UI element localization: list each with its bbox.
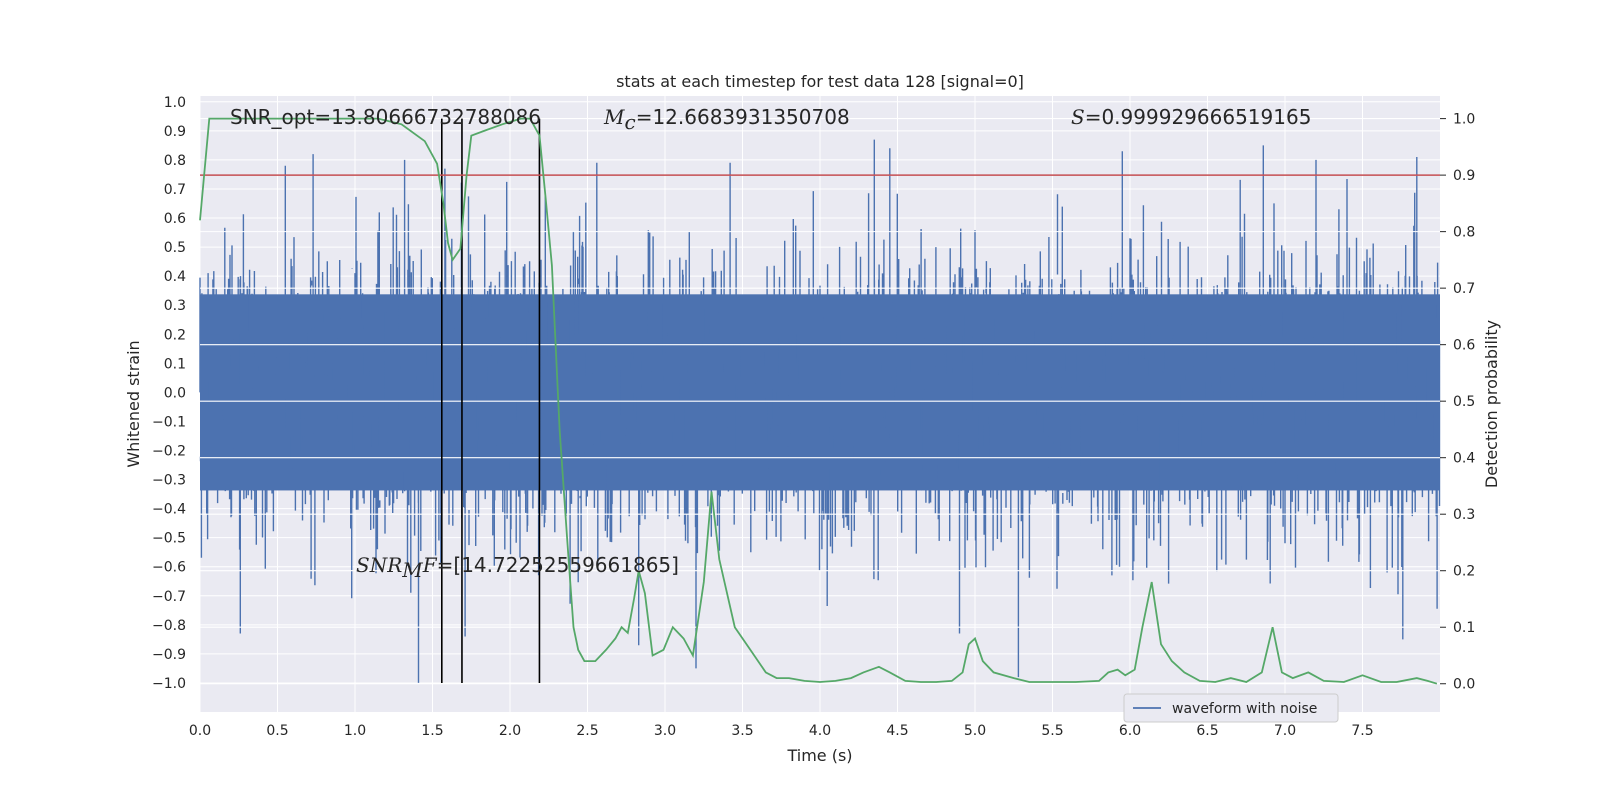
y-right-tick-labels: 1.0 0.9 0.8 0.7 0.6 0.5 0.4 0.3 0.2 0.1 0.0 — [1440, 112, 1475, 693]
x-tick-label: 1.0 — [344, 723, 366, 739]
y-right-tick-label: 0.6 — [1453, 338, 1475, 354]
x-tick-label: 4.5 — [886, 723, 908, 739]
y-tick-label: −0.2 — [152, 443, 186, 459]
y-tick-label: −0.5 — [152, 531, 186, 547]
y-tick-label: 1.0 — [164, 95, 186, 111]
y-tick-label: 0.9 — [164, 124, 186, 140]
annotation-snr-mf: SNRMF=[14.72252559661865] — [356, 553, 679, 582]
y-tick-label: −0.8 — [152, 618, 186, 634]
y-right-tick-label: 0.9 — [1453, 168, 1475, 184]
x-tick-label: 6.0 — [1119, 723, 1141, 739]
y-tick-label: 0.6 — [164, 211, 186, 227]
y-tick-label: 0.8 — [164, 153, 186, 169]
annotation-overlap: S=0.999929666519165 — [1071, 105, 1311, 129]
chirp-mass-symbol: M — [603, 105, 625, 129]
overlap-symbol: S — [1071, 105, 1085, 129]
legend: waveform with noise — [1123, 693, 1339, 723]
y-axis-label-right: Detection probability — [1482, 320, 1501, 488]
x-tick-label: 0.5 — [266, 723, 288, 739]
annotation-snr-opt: SNR_opt=13.80666732788086 — [230, 105, 541, 129]
snr-mf-value: =[14.72252559661865] — [437, 553, 679, 577]
legend-label: waveform with noise — [1172, 701, 1317, 717]
x-tick-label: 3.5 — [731, 723, 753, 739]
vertical-markers — [440, 118, 541, 683]
x-tick-label: 7.5 — [1351, 723, 1373, 739]
y-tick-label: 0.2 — [164, 327, 186, 343]
legend-box — [1123, 693, 1339, 723]
x-tick-label: 0.0 — [189, 723, 211, 739]
y-right-tick-label: 0.4 — [1453, 451, 1475, 467]
chirp-mass-value: =12.6683931350708 — [636, 105, 850, 129]
y-tick-label: −0.7 — [152, 589, 186, 605]
chart-title: stats at each timestep for test data 128… — [616, 72, 1024, 91]
x-tick-label: 6.5 — [1196, 723, 1218, 739]
y-tick-label: 0.0 — [164, 385, 186, 401]
x-tick-labels: 0.0 0.5 1.0 1.5 2.0 2.5 3.0 3.5 4.0 4.5 5.0 5.5 6.0 6… — [189, 723, 1374, 739]
x-tick-label: 5.0 — [964, 723, 986, 739]
overlap-value: =0.999929666519165 — [1085, 105, 1312, 129]
y-right-tick-label: 0.3 — [1453, 507, 1475, 523]
y-right-tick-label: 0.7 — [1453, 281, 1475, 297]
y-right-tick-label: 1.0 — [1453, 112, 1475, 128]
y-right-tick-label: 0.2 — [1453, 564, 1475, 580]
x-tick-label: 4.0 — [809, 723, 831, 739]
x-tick-label: 7.0 — [1274, 723, 1296, 739]
y-axis-label: Whitened strain — [124, 340, 143, 467]
y-tick-label: 0.3 — [164, 298, 186, 314]
x-tick-label: 1.5 — [421, 723, 443, 739]
y-right-tick-label: 0.5 — [1453, 394, 1475, 410]
x-tick-label: 2.5 — [576, 723, 598, 739]
snr-mf-subscript: M — [401, 558, 423, 582]
annotation-chirp-mass: Mc=12.6683931350708 — [603, 105, 850, 134]
y-right-tick-label: 0.8 — [1453, 225, 1475, 241]
noise-waveform — [199, 118, 1441, 685]
noise-trace — [199, 139, 1441, 683]
y-tick-label: −0.1 — [152, 414, 186, 430]
y-tick-label: 0.1 — [164, 356, 186, 372]
y-tick-label: −0.3 — [152, 473, 186, 489]
x-tick-label: 3.0 — [654, 723, 676, 739]
probability-series — [199, 117, 1438, 685]
y-tick-label: 0.5 — [164, 240, 186, 256]
y-tick-label: −0.6 — [152, 560, 186, 576]
y-right-tick-label: 0.0 — [1453, 677, 1475, 693]
snr-mf-f: F — [422, 553, 438, 577]
y-right-tick-label: 0.1 — [1453, 620, 1475, 636]
probability-line — [199, 117, 1438, 685]
snr-mf-symbol: SNR — [356, 553, 402, 577]
y-tick-label: −1.0 — [152, 676, 186, 692]
y-tick-label: −0.9 — [152, 647, 186, 663]
x-axis-label: Time (s) — [786, 746, 852, 765]
y-tick-label: −0.4 — [152, 502, 186, 518]
y-tick-label: 0.7 — [164, 182, 186, 198]
y-tick-labels: 1.0 0.9 0.8 0.7 0.6 0.5 0.4 0.3 0.2 0.1 0.0 −0.1 −0.… — [152, 95, 186, 692]
x-tick-label: 2.0 — [499, 723, 521, 739]
chirp-mass-subscript: c — [624, 110, 635, 134]
x-tick-label: 5.5 — [1041, 723, 1063, 739]
y-tick-label: 0.4 — [164, 269, 186, 285]
